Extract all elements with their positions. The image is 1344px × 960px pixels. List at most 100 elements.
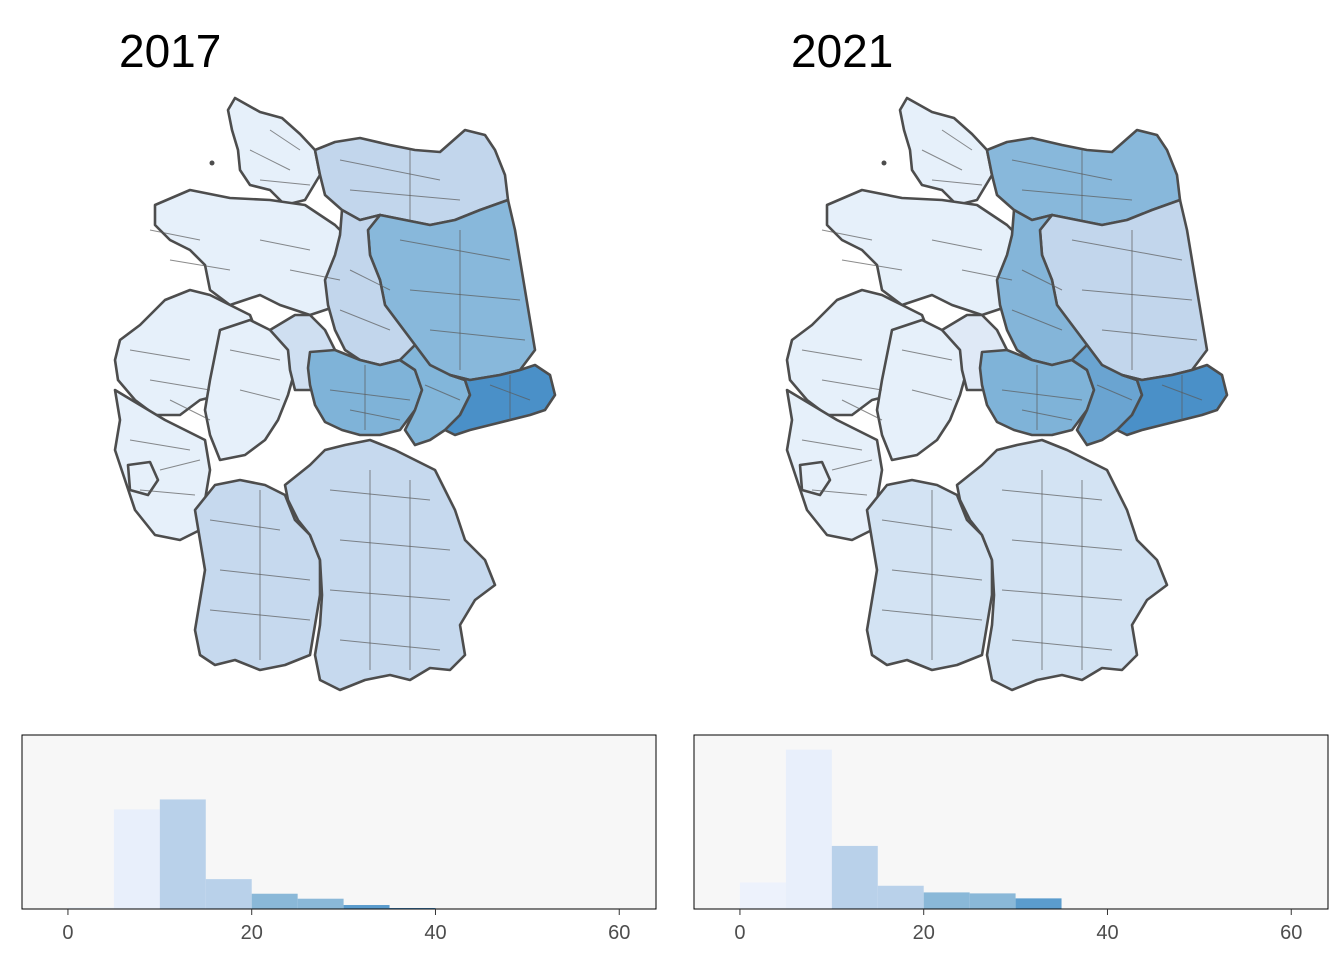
district-border [1071, 239, 1183, 261]
district-border [139, 489, 196, 496]
germany-map-2017 [113, 96, 557, 692]
histogram-bar [343, 905, 390, 909]
district-border [429, 329, 526, 341]
district-border [1021, 189, 1133, 201]
district-border [349, 189, 461, 201]
district-border [911, 389, 953, 401]
district-border [1011, 639, 1113, 651]
histogram-bar [969, 893, 1016, 909]
district-border [169, 399, 211, 421]
histogram-bar [877, 885, 924, 909]
district-border [259, 239, 311, 251]
district-border [1001, 389, 1083, 401]
map-district-borders [801, 129, 1203, 670]
district-border [821, 379, 883, 391]
map-title-2017: 2017 [119, 25, 222, 77]
district-border [149, 379, 211, 391]
district-border [841, 399, 883, 421]
island-marker [881, 160, 887, 166]
x-tick-label: 60 [608, 922, 630, 944]
district-border [289, 269, 341, 281]
state-sachsen-east [443, 363, 557, 437]
district-border [1081, 289, 1193, 301]
district-border [259, 179, 311, 186]
x-tick-label: 0 [734, 922, 745, 944]
district-border [1101, 329, 1198, 341]
district-border [339, 159, 441, 181]
island-marker [209, 160, 215, 166]
state-schleswig-holstein [898, 96, 994, 207]
state-bayern [955, 438, 1169, 692]
district-border [801, 439, 863, 451]
x-tick-label: 60 [1280, 922, 1302, 944]
district-border [1001, 589, 1123, 601]
histogram-bar [923, 892, 970, 909]
district-border [229, 349, 281, 361]
histogram-bar [831, 845, 878, 909]
district-border [961, 269, 1013, 281]
district-border [329, 389, 411, 401]
state-baden-wuerttemberg [193, 478, 322, 672]
district-border [399, 239, 511, 261]
state-bayern [283, 438, 497, 692]
germany-map-2021 [785, 96, 1229, 692]
district-border [409, 289, 521, 301]
district-border [891, 569, 983, 581]
district-border [169, 259, 231, 271]
map-regions [785, 96, 1229, 692]
x-tick-label: 20 [913, 922, 935, 944]
histogram-bar [113, 809, 160, 909]
district-border [841, 259, 903, 271]
district-border [821, 229, 873, 241]
district-border [339, 309, 391, 331]
state-schleswig-holstein [226, 96, 322, 207]
histogram-bar [159, 799, 206, 909]
histogram-bar [251, 893, 298, 909]
district-border [801, 349, 863, 361]
district-border [339, 639, 441, 651]
x-tick-label: 0 [62, 922, 73, 944]
histogram-bar [739, 882, 786, 909]
district-border [349, 409, 401, 421]
district-border [329, 589, 451, 601]
state-baden-wuerttemberg [865, 478, 994, 672]
district-border [209, 519, 281, 531]
district-border [249, 149, 291, 171]
x-tick-label: 40 [424, 922, 446, 944]
histogram-bar [205, 879, 252, 909]
district-border [129, 439, 191, 451]
histogram-bar [67, 907, 114, 909]
district-border [239, 389, 281, 401]
district-border [219, 569, 311, 581]
district-border [1011, 309, 1063, 331]
district-border [424, 384, 461, 401]
map-regions [113, 96, 557, 692]
district-border [921, 149, 963, 171]
district-border [901, 349, 953, 361]
x-tick-label: 20 [241, 922, 263, 944]
district-border [811, 489, 868, 496]
histogram-bar [785, 749, 832, 909]
district-border [349, 269, 391, 291]
district-border [1021, 269, 1063, 291]
histogram-2017: 0 20 40 60 [21, 734, 657, 944]
district-border [931, 239, 983, 251]
district-border [1001, 489, 1103, 501]
district-border [931, 179, 983, 186]
district-border [881, 519, 953, 531]
district-border [329, 489, 431, 501]
district-border [149, 229, 201, 241]
state-saarland [126, 460, 160, 497]
x-tick-label: 40 [1096, 922, 1118, 944]
map-district-borders [129, 129, 531, 670]
district-border [831, 459, 873, 471]
histogram-bar [297, 898, 344, 909]
state-sachsen-east [1115, 363, 1229, 437]
map-title-2021: 2021 [791, 25, 894, 77]
district-border [269, 129, 301, 151]
district-border [1096, 384, 1133, 401]
district-border [1011, 539, 1123, 551]
district-border [159, 459, 201, 471]
district-border [339, 539, 451, 551]
state-saarland [798, 460, 832, 497]
